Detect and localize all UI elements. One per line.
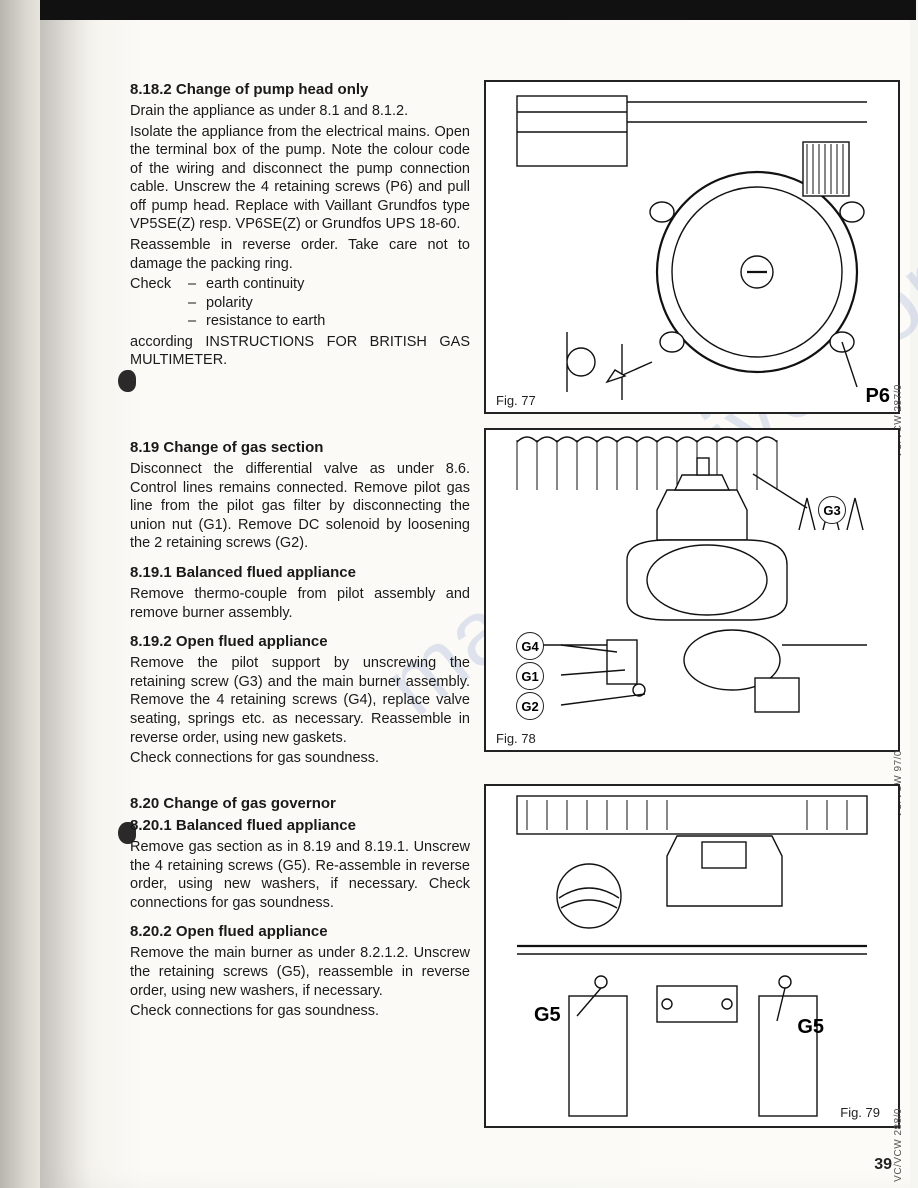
scan-top-black-bar bbox=[40, 0, 916, 20]
para: Remove the main burner as under 8.2.1.2.… bbox=[130, 944, 470, 1000]
callout-G5-left: G5 bbox=[534, 1004, 561, 1027]
check-list: Check–earth continuity –polarity –resist… bbox=[130, 275, 470, 331]
para: Disconnect the differential valve as und… bbox=[130, 460, 470, 553]
fig77-diagram bbox=[486, 82, 898, 412]
text-8-19: 8.19 Change of gas section Disconnect th… bbox=[130, 428, 470, 770]
fig79-diagram bbox=[486, 786, 898, 1126]
page-number: 39 bbox=[874, 1156, 892, 1174]
callout-G3: G3 bbox=[818, 496, 846, 524]
figure-79-container: G5 G5 Fig. 79 VC/VCW 288/0 bbox=[484, 784, 900, 1128]
block-8-18-2: 8.18.2 Change of pump head only Drain th… bbox=[130, 80, 900, 414]
para: Remove gas section as in 8.19 and 8.19.1… bbox=[130, 838, 470, 912]
manual-page: manualshive.com 8.18.2 Change of pump he… bbox=[40, 0, 910, 1188]
para: Check connections for gas soundness. bbox=[130, 1002, 470, 1021]
callout-G1: G1 bbox=[516, 662, 544, 690]
callout-G5-right: G5 bbox=[797, 1016, 824, 1039]
figure-77-container: P6 Fig. 77 VC/VCW 287/0 bbox=[484, 80, 900, 414]
text-8-20: 8.20 Change of gas governor 8.20.1 Balan… bbox=[130, 784, 470, 1128]
figure-77: P6 Fig. 77 bbox=[484, 80, 900, 414]
heading-8-19-2: 8.19.2 Open flued appliance bbox=[130, 632, 470, 651]
para: Isolate the appliance from the electrica… bbox=[130, 123, 470, 234]
heading-8-19: 8.19 Change of gas section bbox=[130, 438, 470, 457]
check-item: resistance to earth bbox=[206, 312, 325, 331]
block-8-20: 8.20 Change of gas governor 8.20.1 Balan… bbox=[130, 784, 900, 1128]
fig78-diagram bbox=[486, 430, 898, 750]
block-8-19: 8.19 Change of gas section Disconnect th… bbox=[130, 428, 900, 770]
figure-78-container: G4 G1 G2 G3 Fig. 78 VC/VCW 97/0 bbox=[484, 428, 900, 770]
figure-78-caption: Fig. 78 bbox=[490, 729, 542, 748]
heading-8-18-2: 8.18.2 Change of pump head only bbox=[130, 80, 470, 99]
callout-G2: G2 bbox=[516, 692, 544, 720]
para: Remove thermo-couple from pilot assembly… bbox=[130, 585, 470, 622]
check-label: Check bbox=[130, 275, 188, 294]
text-8-18-2: 8.18.2 Change of pump head only Drain th… bbox=[130, 80, 470, 414]
figure-77-caption: Fig. 77 bbox=[490, 391, 542, 410]
check-item: polarity bbox=[206, 294, 253, 313]
para: Drain the appliance as under 8.1 and 8.1… bbox=[130, 102, 470, 121]
figure-79-ref: VC/VCW 288/0 bbox=[893, 1108, 904, 1182]
callout-P6: P6 bbox=[866, 385, 890, 408]
para: Check connections for gas soundness. bbox=[130, 749, 470, 768]
figure-78: G4 G1 G2 G3 Fig. 78 bbox=[484, 428, 900, 752]
heading-8-20-1: 8.20.1 Balanced flued appliance bbox=[130, 816, 470, 835]
scan-left-edge bbox=[0, 0, 40, 1188]
para: Reassemble in reverse order. Take care n… bbox=[130, 236, 470, 273]
para: Remove the pilot support by unscrewing t… bbox=[130, 654, 470, 747]
page-content: 8.18.2 Change of pump head only Drain th… bbox=[130, 80, 900, 1142]
heading-8-20-2: 8.20.2 Open flued appliance bbox=[130, 922, 470, 941]
para: according INSTRUCTIONS FOR BRITISH GAS M… bbox=[130, 333, 470, 370]
callout-G4: G4 bbox=[516, 632, 544, 660]
figure-79-caption: Fig. 79 bbox=[834, 1103, 886, 1122]
heading-8-19-1: 8.19.1 Balanced flued appliance bbox=[130, 563, 470, 582]
check-item: earth continuity bbox=[206, 275, 304, 294]
figure-79: G5 G5 Fig. 79 bbox=[484, 784, 900, 1128]
heading-8-20: 8.20 Change of gas governor bbox=[130, 794, 470, 813]
